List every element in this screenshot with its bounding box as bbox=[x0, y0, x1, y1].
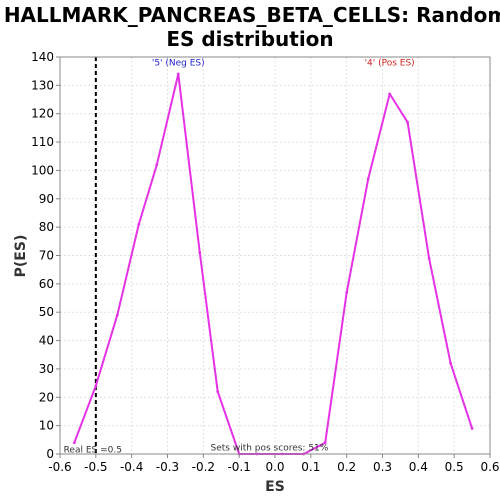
data-point bbox=[406, 120, 409, 124]
grid-layer bbox=[59, 56, 491, 455]
chart-title-line1: HALLMARK_PANCREAS_BETA_CELLS: Random bbox=[4, 3, 500, 27]
x-tick-label-8: 0.2 bbox=[337, 460, 356, 474]
data-point bbox=[72, 441, 76, 445]
data-point bbox=[388, 92, 392, 96]
x-tick-label-0: -0.6 bbox=[48, 460, 71, 474]
data-point bbox=[137, 222, 141, 226]
annotation-2: Real ES =0.5 bbox=[64, 445, 122, 455]
data-point bbox=[155, 163, 159, 167]
x-tick-label-6: 0.0 bbox=[265, 460, 284, 474]
x-tick-label-10: 0.4 bbox=[409, 460, 428, 474]
y-tick-label-9: 90 bbox=[39, 192, 54, 206]
y-tick-label-6: 60 bbox=[39, 277, 54, 291]
y-tick-label-11: 110 bbox=[31, 135, 54, 149]
x-tick-label-7: 0.1 bbox=[301, 460, 320, 474]
annotation-1: '4' (Pos ES) bbox=[365, 59, 415, 69]
y-tick-label-13: 130 bbox=[31, 78, 54, 92]
annotation-0: '5' (Neg ES) bbox=[152, 59, 205, 69]
data-point bbox=[323, 441, 327, 445]
data-point bbox=[427, 256, 431, 260]
data-point bbox=[94, 384, 98, 388]
x-tick-label-4: -0.2 bbox=[192, 460, 215, 474]
annotation-layer: '5' (Neg ES) '4' (Pos ES) Real ES =0.5 Sets… bbox=[64, 59, 415, 456]
y-tick-label-10: 100 bbox=[31, 163, 54, 177]
y-tick-label-2: 20 bbox=[39, 390, 54, 404]
data-point bbox=[470, 427, 474, 430]
data-point bbox=[176, 72, 180, 76]
y-tick-label-4: 40 bbox=[39, 334, 54, 348]
data-point bbox=[449, 361, 452, 365]
data-point bbox=[198, 251, 202, 255]
annotation-3: Sets with pos scores: 51% bbox=[211, 444, 329, 454]
x-tick-label-3: -0.3 bbox=[156, 460, 179, 474]
y-tick-label-14: 140 bbox=[31, 50, 54, 64]
data-point bbox=[115, 313, 119, 317]
chart-title-line2: ES distribution bbox=[166, 27, 333, 51]
x-axis-title: ES bbox=[265, 479, 285, 495]
y-tick-label-5: 50 bbox=[39, 305, 54, 319]
y-tick-label-0: 0 bbox=[46, 447, 54, 461]
series-layer bbox=[72, 72, 474, 456]
x-tick-label-1: -0.5 bbox=[84, 460, 107, 474]
y-axis-title: P(ES) bbox=[13, 235, 29, 278]
x-tick-label-5: -0.1 bbox=[227, 460, 250, 474]
tick-layer: -0.6 -0.5 -0.4 -0.3 -0.2 -0.1 0.0 0.1 0.2 0.3 0.4 0… bbox=[31, 50, 499, 474]
x-tick-label-2: -0.4 bbox=[120, 460, 143, 474]
data-point bbox=[345, 290, 349, 294]
x-tick-label-9: 0.3 bbox=[373, 460, 392, 474]
x-tick-label-12: 0.6 bbox=[480, 460, 499, 474]
data-point bbox=[366, 177, 370, 181]
y-tick-label-7: 70 bbox=[39, 249, 54, 263]
y-tick-label-12: 120 bbox=[31, 107, 54, 121]
y-tick-label-8: 80 bbox=[39, 220, 54, 234]
y-tick-label-1: 10 bbox=[39, 419, 54, 433]
data-point bbox=[216, 390, 220, 394]
y-tick-label-3: 30 bbox=[39, 362, 54, 376]
x-tick-label-11: 0.5 bbox=[445, 460, 464, 474]
